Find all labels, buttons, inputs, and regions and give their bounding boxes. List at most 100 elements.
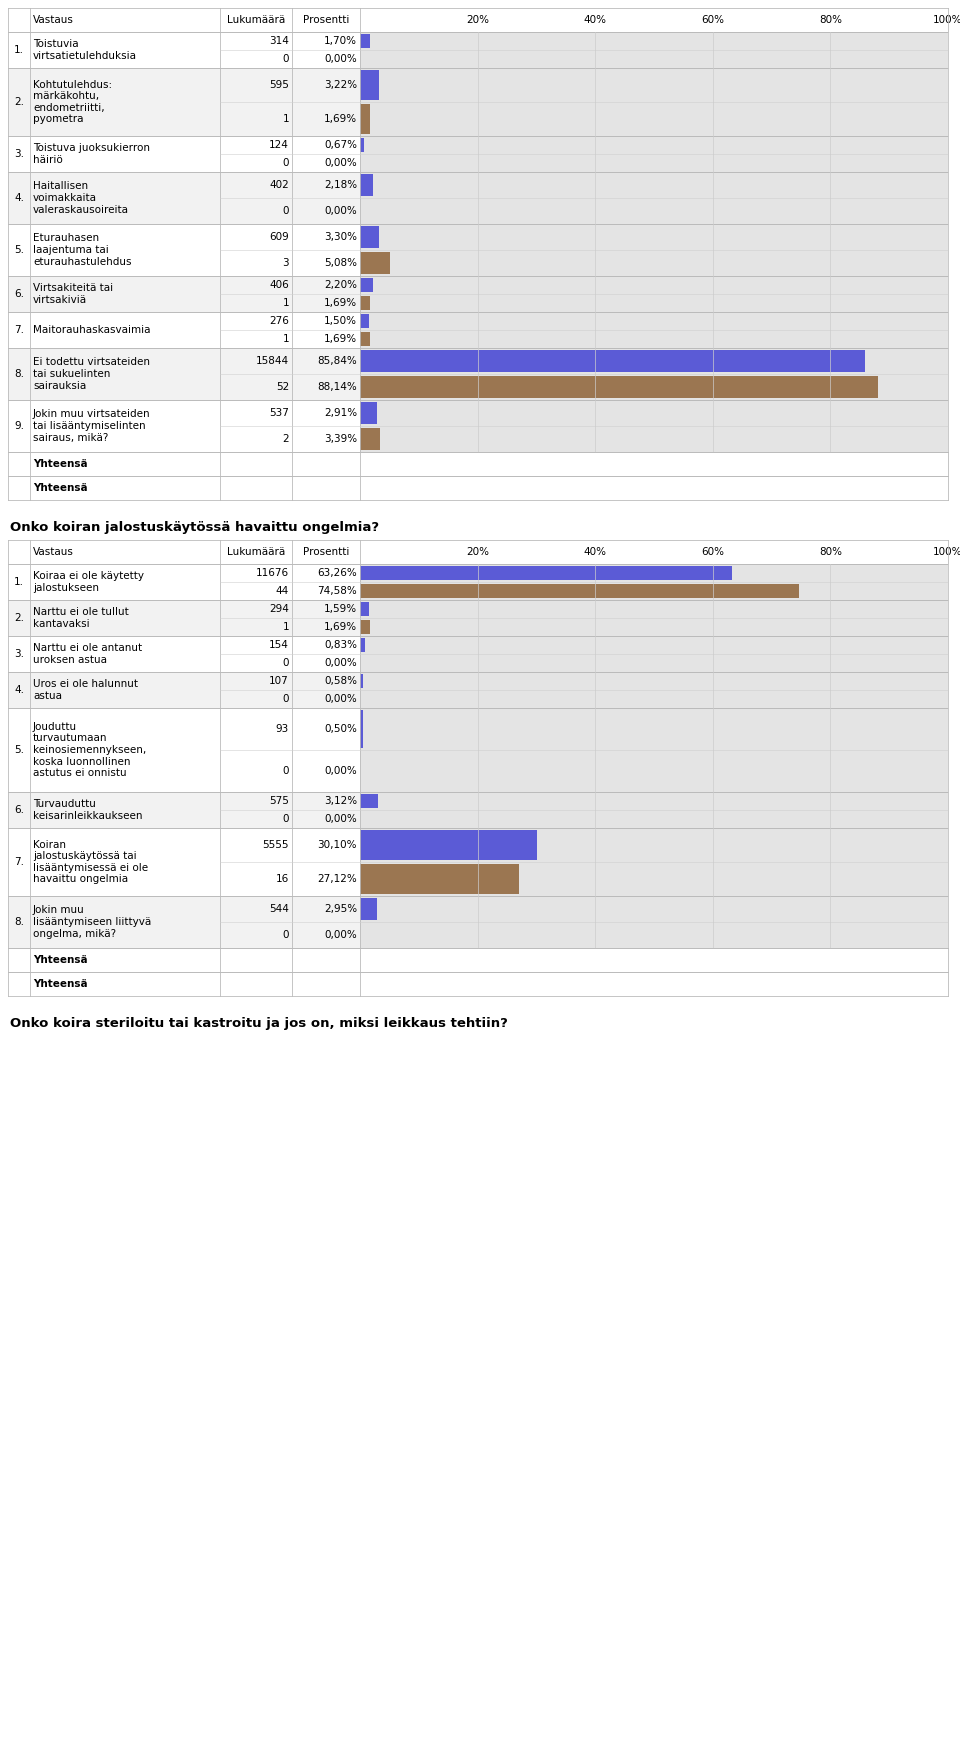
Bar	[360, 137, 364, 152]
Text: 1.: 1.	[14, 576, 24, 587]
Text: Yhteensä: Yhteensä	[33, 955, 87, 966]
Bar	[8, 897, 360, 948]
Bar	[8, 708, 360, 791]
Text: 3,22%: 3,22%	[324, 79, 357, 90]
Text: 9.: 9.	[14, 421, 24, 432]
Text: 80%: 80%	[819, 546, 842, 557]
Text: 0: 0	[282, 159, 289, 167]
Text: Maitorauhaskasvaimia: Maitorauhaskasvaimia	[33, 324, 151, 335]
Text: 1.: 1.	[14, 46, 24, 55]
Bar	[360, 636, 948, 654]
Text: 2,95%: 2,95%	[324, 904, 357, 914]
Text: 2.: 2.	[14, 97, 24, 107]
Bar	[360, 428, 380, 449]
Text: 3.: 3.	[14, 150, 24, 159]
Text: 0,00%: 0,00%	[324, 206, 357, 217]
Text: 30,10%: 30,10%	[318, 840, 357, 849]
Text: Uros ei ole halunnut
astua: Uros ei ole halunnut astua	[33, 678, 138, 701]
Text: 0,58%: 0,58%	[324, 677, 357, 685]
Text: 63,26%: 63,26%	[317, 567, 357, 578]
Bar	[8, 312, 360, 349]
Bar	[360, 654, 948, 671]
Bar	[360, 33, 370, 48]
Text: 44: 44	[276, 587, 289, 596]
Text: 0,00%: 0,00%	[324, 159, 357, 167]
Bar	[360, 400, 948, 426]
Text: Toistuva juoksukierron
häiriö: Toistuva juoksukierron häiriö	[33, 143, 150, 166]
Bar	[360, 173, 948, 197]
Bar	[8, 69, 360, 136]
Bar	[360, 312, 948, 329]
Bar	[8, 224, 360, 277]
Bar	[360, 581, 948, 601]
Text: Onko koiran jalostuskäytössä havaittu ongelmia?: Onko koiran jalostuskäytössä havaittu on…	[10, 522, 379, 534]
Text: 595: 595	[269, 79, 289, 90]
Text: 276: 276	[269, 315, 289, 326]
Text: 60%: 60%	[702, 546, 724, 557]
Text: 7.: 7.	[14, 324, 24, 335]
Text: 294: 294	[269, 604, 289, 613]
Text: Yhteensä: Yhteensä	[33, 980, 87, 988]
Text: 11676: 11676	[256, 567, 289, 578]
Text: 88,14%: 88,14%	[317, 382, 357, 391]
Bar	[360, 294, 948, 312]
Text: 402: 402	[269, 180, 289, 190]
Bar	[360, 250, 948, 277]
Bar	[360, 751, 948, 791]
Text: 80%: 80%	[819, 16, 842, 25]
Text: Koiran
jalostuskäytössä tai
lisääntymisessä ei ole
havaittu ongelmia: Koiran jalostuskäytössä tai lisääntymise…	[33, 840, 148, 885]
Text: 0,50%: 0,50%	[324, 724, 357, 735]
Bar	[8, 476, 948, 500]
Bar	[360, 375, 878, 398]
Text: Vastaus: Vastaus	[33, 546, 74, 557]
Text: 5.: 5.	[14, 745, 24, 754]
Text: 0,67%: 0,67%	[324, 139, 357, 150]
Text: 4.: 4.	[14, 685, 24, 694]
Text: Narttu ei ole tullut
kantavaksi: Narttu ei ole tullut kantavaksi	[33, 608, 129, 629]
Text: 1: 1	[282, 335, 289, 344]
Text: 20%: 20%	[467, 546, 489, 557]
Text: 2,20%: 2,20%	[324, 280, 357, 291]
Bar	[8, 349, 360, 400]
Bar	[360, 331, 370, 345]
Text: Virtsakiteitä tai
virtsakiviä: Virtsakiteitä tai virtsakiviä	[33, 284, 113, 305]
Text: 406: 406	[269, 280, 289, 291]
Text: 1,50%: 1,50%	[324, 315, 357, 326]
Bar	[360, 828, 948, 862]
Text: 0,00%: 0,00%	[324, 814, 357, 825]
Bar	[360, 349, 948, 374]
Text: 537: 537	[269, 409, 289, 418]
Text: 3,30%: 3,30%	[324, 233, 357, 241]
Text: 124: 124	[269, 139, 289, 150]
Text: 4.: 4.	[14, 194, 24, 203]
Bar	[360, 863, 519, 893]
Bar	[360, 811, 948, 828]
Text: 74,58%: 74,58%	[317, 587, 357, 596]
Bar	[360, 671, 948, 691]
Text: 3.: 3.	[14, 648, 24, 659]
Bar	[360, 296, 370, 310]
Text: 40%: 40%	[584, 546, 607, 557]
Bar	[360, 564, 948, 581]
Text: 1: 1	[282, 298, 289, 308]
Bar	[360, 252, 390, 275]
Bar	[360, 618, 948, 636]
Text: Onko koira steriloitu tai kastroitu ja jos on, miksi leikkaus tehtiin?: Onko koira steriloitu tai kastroitu ja j…	[10, 1017, 508, 1031]
Text: 7.: 7.	[14, 856, 24, 867]
Text: 8.: 8.	[14, 368, 24, 379]
Bar	[360, 862, 948, 897]
Bar	[360, 583, 799, 597]
Text: Yhteensä: Yhteensä	[33, 458, 87, 469]
Text: 0: 0	[282, 657, 289, 668]
Text: 1,69%: 1,69%	[324, 622, 357, 633]
Text: 0,00%: 0,00%	[324, 766, 357, 775]
Text: 3,39%: 3,39%	[324, 433, 357, 444]
Bar	[360, 174, 372, 196]
Text: 100%: 100%	[933, 16, 960, 25]
Text: Koiraa ei ole käytetty
jalostukseen: Koiraa ei ole käytetty jalostukseen	[33, 571, 144, 592]
Text: 15844: 15844	[256, 356, 289, 366]
Text: Ei todettu virtsateiden
tai sukuelinten
sairauksia: Ei todettu virtsateiden tai sukuelinten …	[33, 358, 150, 391]
Text: 154: 154	[269, 640, 289, 650]
Bar	[8, 828, 360, 897]
Bar	[360, 277, 948, 294]
